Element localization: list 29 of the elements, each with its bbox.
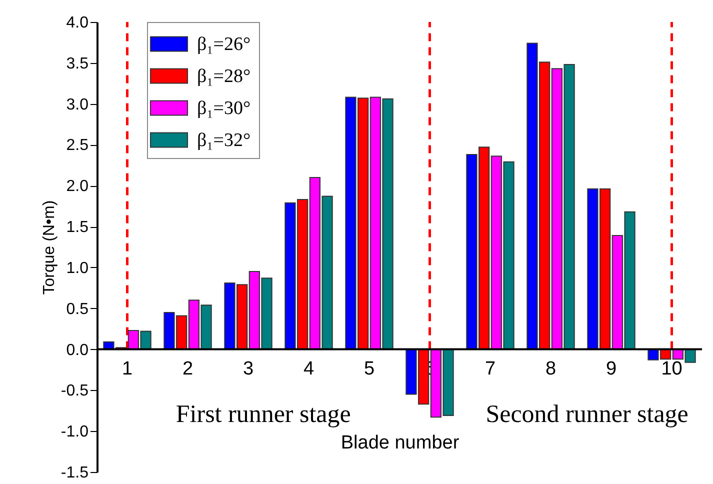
- y-tick-label: -1.0: [60, 424, 89, 441]
- y-tick-label: -1.5: [60, 464, 89, 482]
- y-tick-label: 1.5: [66, 219, 89, 236]
- x-tick-label: 1: [122, 358, 133, 380]
- y-tick-label: 2.0: [66, 178, 89, 196]
- legend-label: β₁=32°: [197, 130, 251, 151]
- x-tick-label: 9: [606, 358, 617, 380]
- annotation: First runner stage: [176, 401, 351, 428]
- y-tick-label: 0.0: [66, 342, 89, 359]
- y-tick-label: 1.0: [66, 260, 89, 277]
- x-tick-label: 4: [303, 358, 314, 380]
- y-axis-title: Torque (N•m): [40, 200, 58, 295]
- x-tick-label: 5: [364, 358, 375, 380]
- y-tick-label: 0.5: [66, 300, 89, 318]
- x-tick-label: 7: [484, 358, 496, 380]
- y-tick-label: 4.0: [66, 14, 89, 32]
- y-tick-label: 2.5: [66, 137, 89, 154]
- x-axis-title: Blade number: [340, 432, 460, 454]
- x-tick-label: 2: [182, 358, 194, 380]
- x-tick-label: 8: [545, 358, 556, 380]
- x-tick-label: 3: [242, 358, 254, 380]
- y-tick-label: 3.0: [66, 96, 89, 114]
- y-tick-label: -0.5: [60, 382, 89, 400]
- legend-label: β₁=26°: [197, 34, 251, 55]
- legend-label: β₁=28°: [197, 66, 251, 87]
- x-tick-label: 10: [661, 358, 682, 380]
- annotation: Second runner stage: [486, 401, 688, 428]
- y-tick-label: 3.5: [66, 55, 89, 72]
- legend-label: β₁=30°: [197, 98, 251, 119]
